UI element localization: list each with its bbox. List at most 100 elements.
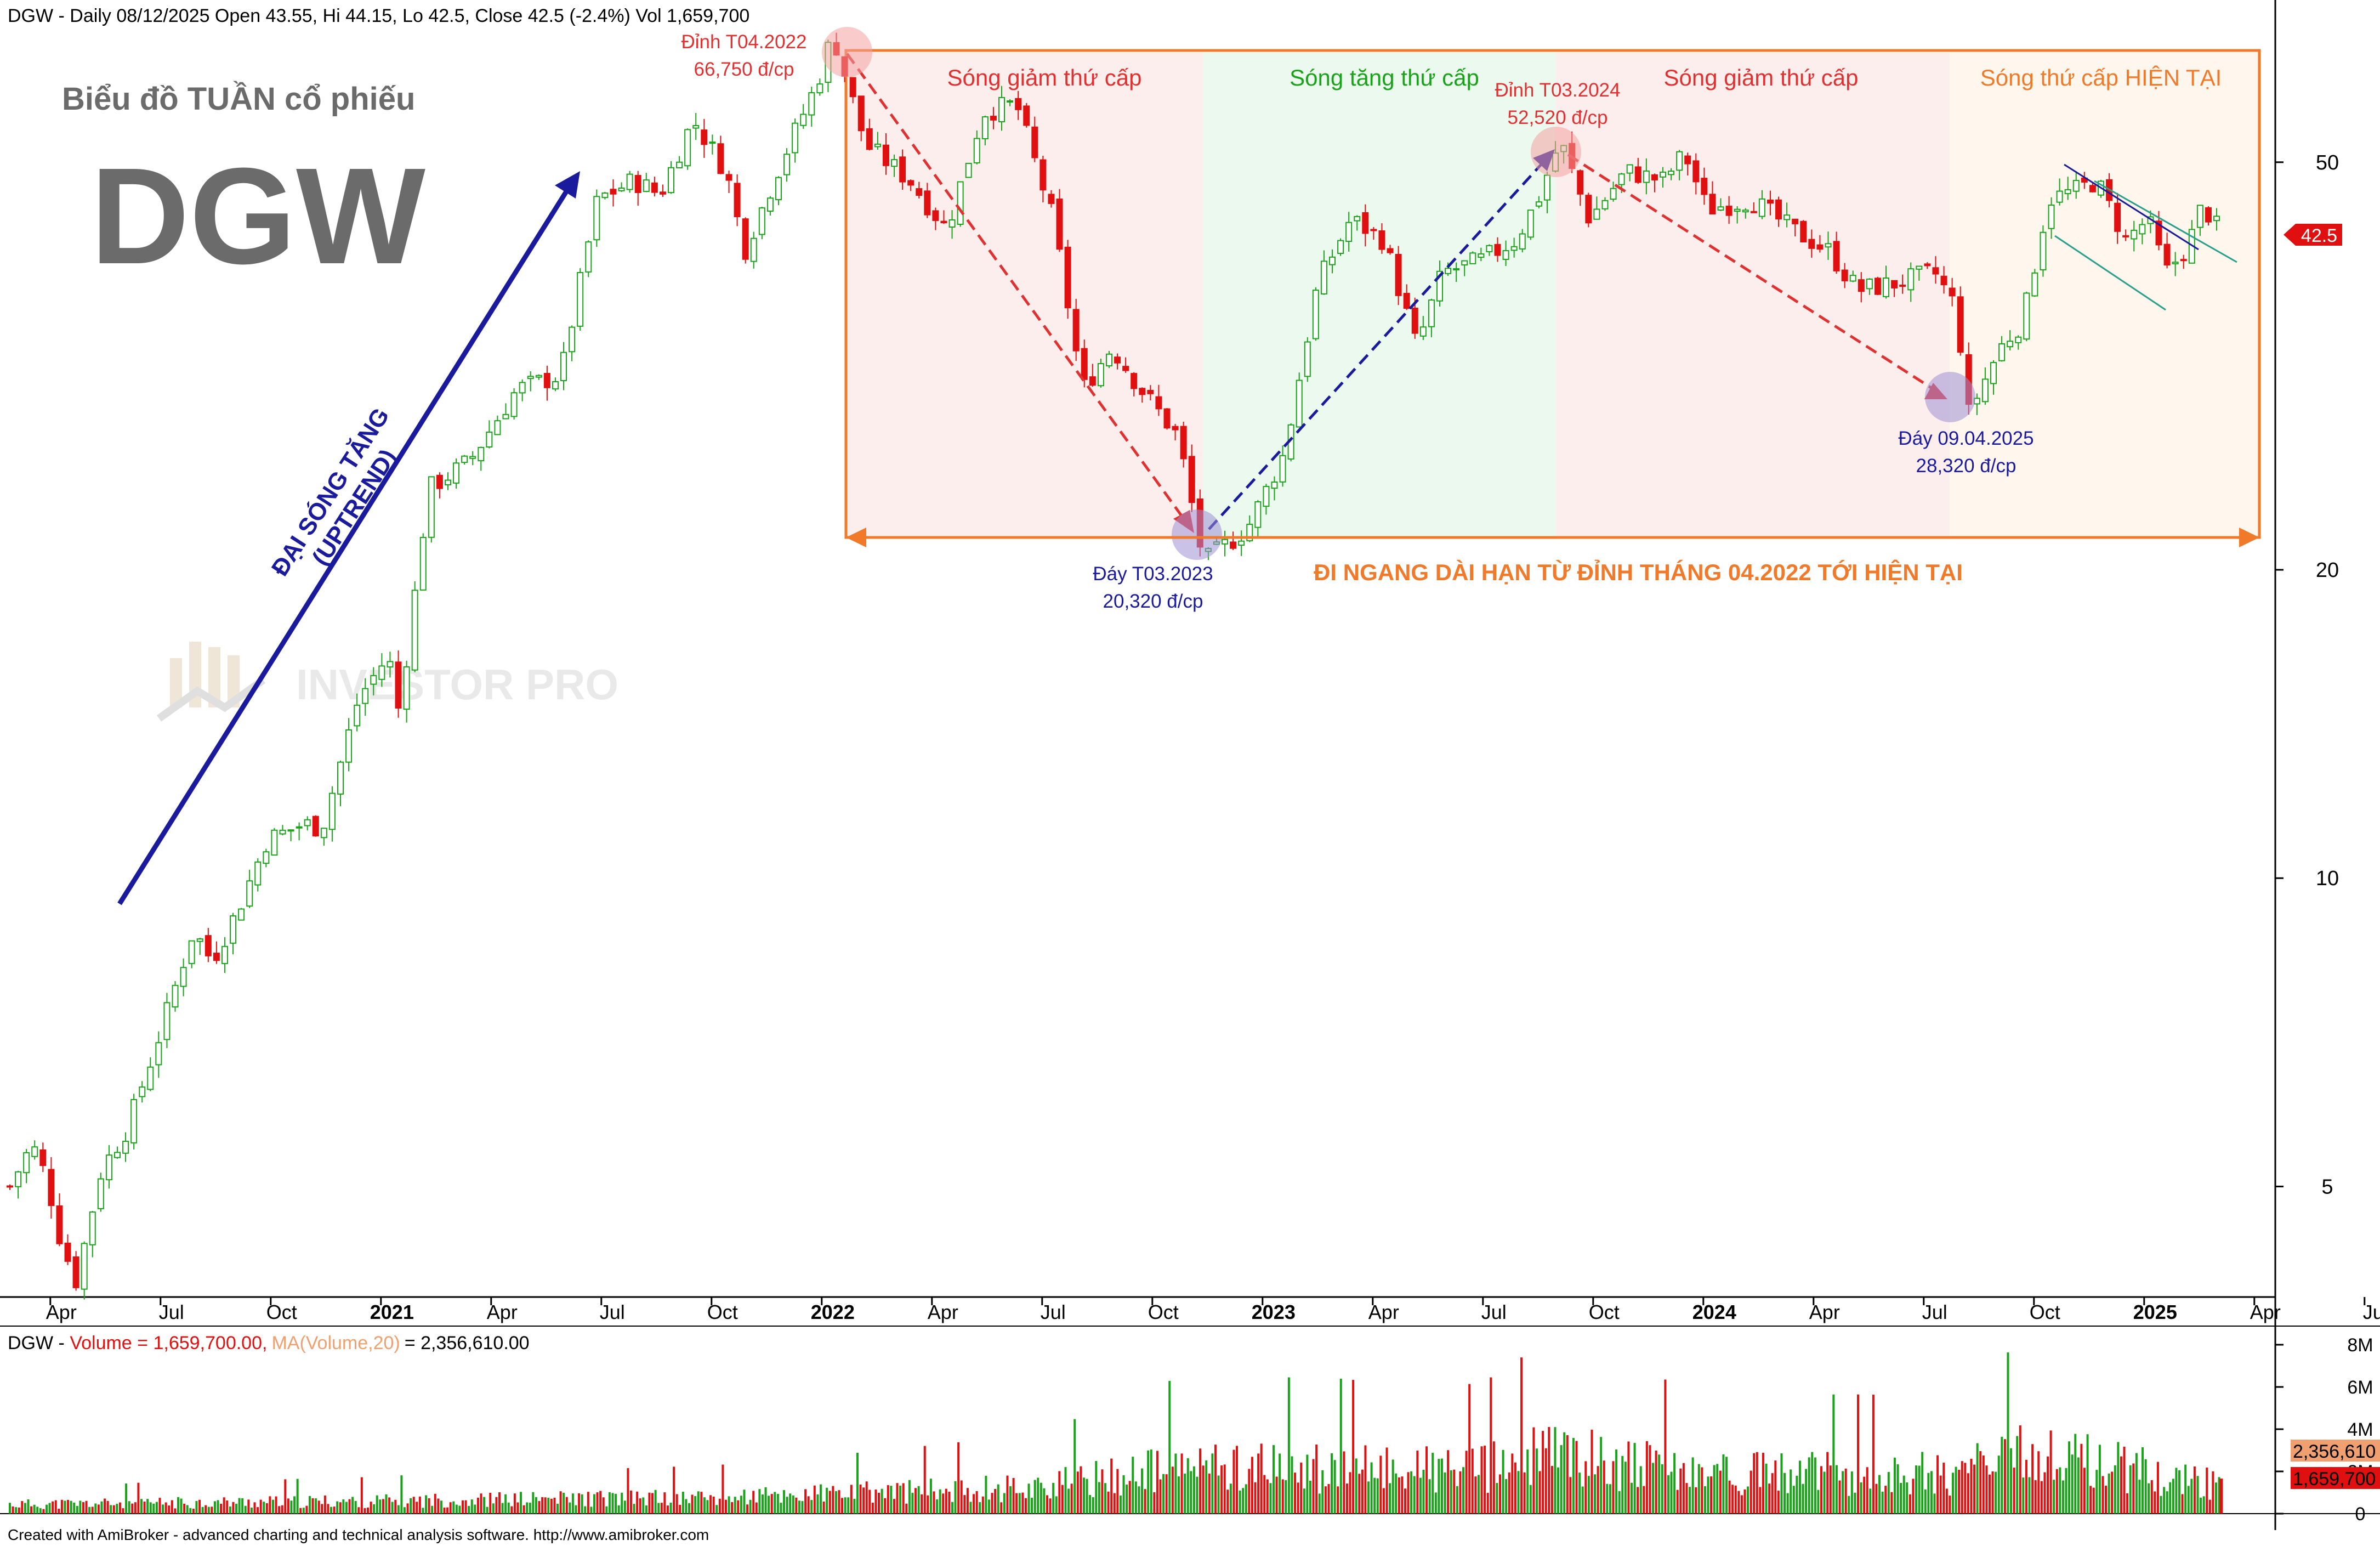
candle-body (1510, 246, 1518, 251)
volume-bar (2031, 1444, 2034, 1514)
volume-bar (740, 1496, 742, 1514)
volume-bar (1040, 1482, 1042, 1514)
volume-bar (804, 1489, 807, 1514)
volume-bar (1676, 1490, 1679, 1514)
volume-bar (2206, 1468, 2208, 1514)
volume-bar (275, 1496, 277, 1514)
volume-bar (896, 1483, 899, 1514)
candle-body (180, 967, 187, 987)
volume-bar (2047, 1456, 2049, 1514)
volume-bar (1719, 1470, 1722, 1514)
volume-bar (1327, 1484, 1330, 1514)
candle-body (113, 1152, 121, 1158)
volume-bar (1826, 1452, 1829, 1514)
candle-body (64, 1242, 71, 1262)
volume-bar (357, 1507, 360, 1514)
volume-bar (1018, 1493, 1021, 1514)
volume-bar (1798, 1460, 1801, 1514)
candle-body (254, 861, 262, 886)
candle-body (494, 420, 501, 435)
volume-bar (406, 1503, 409, 1514)
volume-bar (2001, 1436, 2003, 1514)
volume-bar (85, 1500, 88, 1514)
volume-bar (718, 1498, 721, 1514)
volume-bar (164, 1502, 167, 1514)
volume-bar (1150, 1449, 1152, 1514)
volume-bar (522, 1505, 525, 1514)
volume-bar (476, 1497, 479, 1514)
volume-bar (143, 1501, 146, 1514)
volume-bar (1331, 1453, 1333, 1514)
candle-body (783, 154, 791, 175)
volume-bar (731, 1502, 734, 1514)
volume-bar (1955, 1466, 1957, 1514)
volume-bar (128, 1501, 130, 1514)
volume-bar (1918, 1465, 1921, 1514)
volume-bar (1823, 1471, 1826, 1514)
volume-bar (122, 1508, 124, 1514)
volume-bar (1949, 1496, 1951, 1514)
volume-bar (1796, 1475, 1798, 1514)
candle-body (1833, 241, 1840, 271)
volume-bar (608, 1492, 611, 1514)
volume-bar (495, 1497, 498, 1514)
candle-body (1634, 166, 1641, 183)
volume-bar (923, 1446, 926, 1514)
candle-body (1419, 326, 1427, 337)
zone-current (1950, 53, 2259, 537)
volume-bar (1453, 1469, 1456, 1514)
candle-body (857, 95, 865, 132)
ma-volume-tag (2291, 1440, 2380, 1462)
volume-bar (1153, 1492, 1156, 1514)
candle-body (1668, 171, 1675, 175)
volume-bar (205, 1505, 207, 1514)
volume-bar (1177, 1476, 1180, 1514)
volume-bar (1508, 1472, 1510, 1514)
volume-bar (397, 1505, 400, 1514)
volume-bar (1967, 1473, 1969, 1514)
candle-body (1469, 252, 1476, 264)
candle-body (601, 192, 609, 199)
volume-bar (88, 1507, 91, 1514)
volume-bar (1572, 1437, 1575, 1514)
volume-bar (853, 1499, 856, 1514)
volume-bar (125, 1483, 128, 1514)
volume-bar (1786, 1493, 1789, 1514)
volume-bar (1211, 1453, 1214, 1514)
volume-bar (82, 1502, 84, 1514)
volume-bar (1229, 1483, 1232, 1514)
volume-bar (1199, 1448, 1202, 1514)
volume-bar (1049, 1498, 1052, 1514)
zone-decline-2-title: Sóng giảm thứ cấp (1664, 65, 1859, 90)
volume-bar (1416, 1451, 1419, 1514)
bottom-2023-price: 20,320 đ/cp (1103, 591, 1203, 612)
volume-bar (1942, 1463, 1945, 1514)
volume-bar (660, 1503, 663, 1514)
volume-bar (223, 1497, 225, 1514)
volume-bar (874, 1490, 877, 1514)
volume-bar (492, 1503, 495, 1514)
volume-bar (535, 1497, 537, 1514)
candle-body (1676, 151, 1683, 171)
volume-bar (317, 1500, 320, 1514)
volume-bar (507, 1502, 510, 1514)
bottom-2025-marker (1925, 372, 1975, 422)
volume-bar (247, 1499, 250, 1514)
volume-bar (651, 1493, 654, 1514)
volume-bar (639, 1498, 641, 1514)
candle-body (560, 352, 567, 382)
volume-bar (232, 1502, 235, 1514)
price-ticks: 5 10 20 50 (2275, 151, 2339, 1198)
volume-bar (1370, 1462, 1373, 1514)
volume-bar (1168, 1381, 1171, 1514)
volume-bar (722, 1464, 724, 1514)
volume-bar (1848, 1496, 1850, 1514)
volume-bar (774, 1492, 776, 1514)
volume-bar (1615, 1449, 1618, 1514)
volume-bar (911, 1493, 914, 1514)
volume-bar (67, 1499, 70, 1514)
candle-body (1222, 539, 1229, 545)
volume-bar (669, 1503, 672, 1514)
volume-bar (1367, 1481, 1370, 1514)
volume-bar (250, 1507, 253, 1514)
